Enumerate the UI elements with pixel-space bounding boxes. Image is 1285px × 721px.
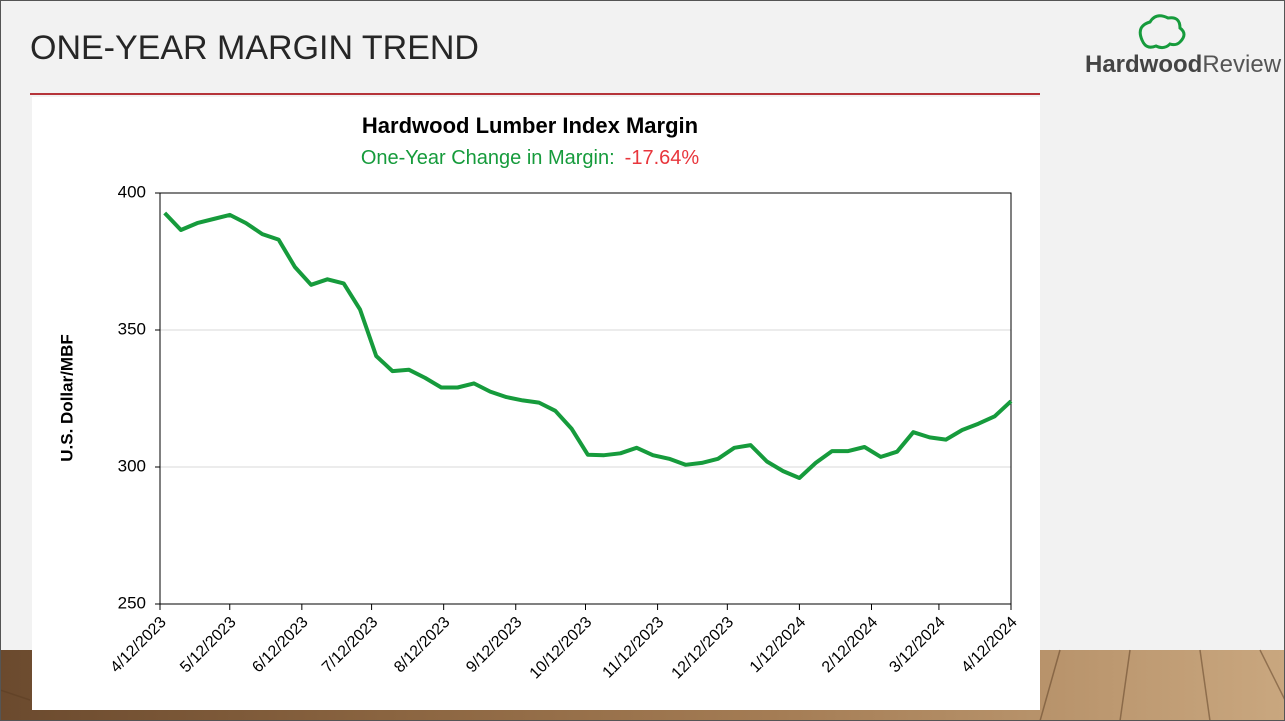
- chart-subtitle: One-Year Change in Margin: -17.64%: [361, 147, 700, 169]
- logo: HardwoodReview: [1085, 14, 1282, 78]
- y-tick-label: 250: [118, 593, 146, 612]
- chart-title: Hardwood Lumber Index Margin: [362, 113, 698, 138]
- y-tick-label: 350: [118, 319, 146, 338]
- subtitle-text: One-Year Change in Margin:: [361, 147, 615, 169]
- floor-lines: [0, 649, 1285, 721]
- y-axis-label: U.S. Dollar/MBF: [57, 334, 76, 462]
- logo-light: Review: [1202, 51, 1281, 78]
- logo-text: HardwoodReview: [1085, 51, 1282, 78]
- y-tick-label: 300: [118, 456, 146, 475]
- y-tick-label: 400: [118, 182, 146, 201]
- change-value: -17.64%: [625, 147, 700, 169]
- logo-bold: Hardwood: [1085, 51, 1202, 78]
- data-line: [163, 211, 1013, 480]
- slide-title: ONE-YEAR MARGIN TREND: [30, 29, 479, 67]
